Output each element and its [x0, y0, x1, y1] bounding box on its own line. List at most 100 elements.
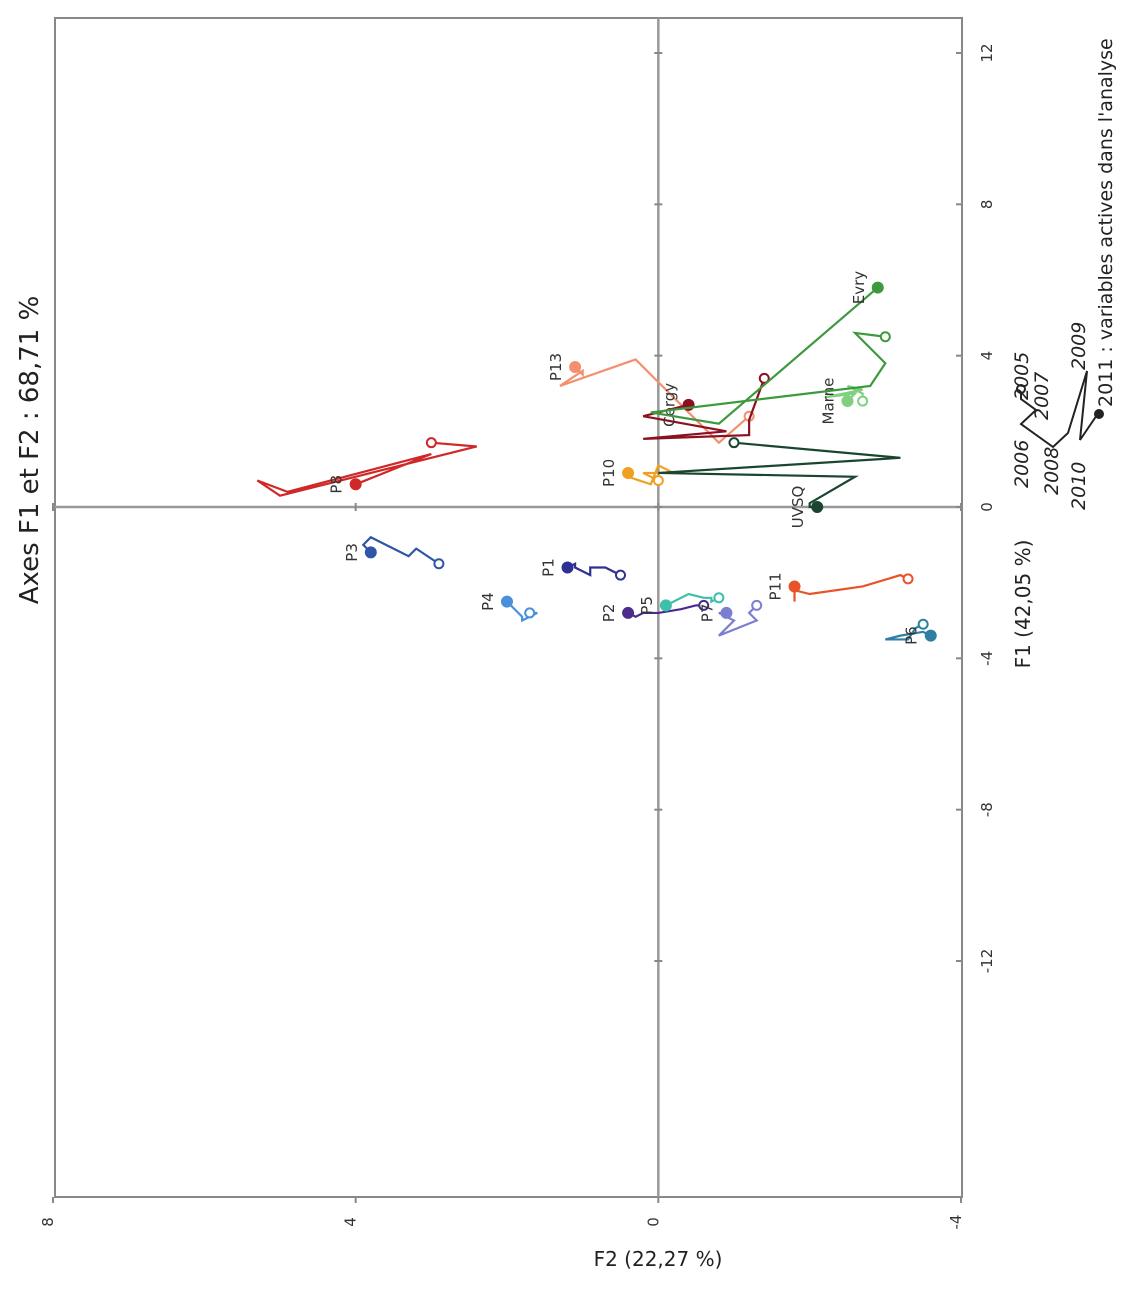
series-line-p4 — [506, 600, 538, 623]
series-start-marker-p11 — [902, 573, 914, 585]
series-label-p4: P4 — [479, 592, 497, 611]
series-line-p8 — [256, 441, 478, 497]
series-line-p1 — [567, 561, 621, 577]
series-p13: P13 — [547, 353, 755, 445]
series-end-marker-p5 — [659, 599, 672, 612]
series-p10: P10 — [600, 459, 674, 487]
series-p11: P11 — [767, 572, 914, 602]
series-p2: P2 — [600, 599, 710, 622]
y-tick-label: 4 — [342, 1217, 360, 1227]
series-label-p5: P5 — [638, 596, 656, 615]
series-end-marker-p8 — [349, 478, 362, 491]
series-p1: P1 — [540, 558, 626, 581]
series-label-p10: P10 — [600, 459, 618, 487]
series-end-marker-p11 — [788, 580, 801, 593]
series-start-marker-cergy — [758, 372, 770, 384]
legend-final-label: 2011 : variables actives dans l'analyse — [1095, 38, 1117, 407]
series-line-p6 — [885, 623, 932, 641]
series-line-p2 — [627, 604, 704, 618]
legend-year-2007: 2007 — [1031, 372, 1053, 420]
series-end-marker-evry — [871, 281, 884, 294]
plot-frame — [54, 17, 963, 1198]
series-start-marker-evry — [879, 331, 891, 343]
chart-title: Axes F1 et F2 : 68,71 % — [15, 296, 45, 605]
y-tick-label: -4 — [947, 1215, 965, 1230]
legend: 2005 2006 2007 2008 2009 2010 2011 : var… — [1011, 38, 1117, 510]
series-evry: Evry — [650, 271, 891, 425]
series-line-marne — [824, 384, 864, 402]
series-line-p13 — [559, 358, 750, 445]
y-axis-title: F2 (22,27 %) — [594, 1247, 723, 1271]
legend-end-marker — [1094, 409, 1104, 419]
series-p7: P7 — [698, 599, 763, 637]
legend-year-2010: 2010 — [1068, 462, 1090, 510]
legend-year-2005: 2005 — [1011, 352, 1033, 400]
x-axis-title: F1 (42,05 %) — [1011, 540, 1035, 669]
series-p3: P3 — [343, 535, 445, 570]
x-tick-label: -8 — [978, 802, 996, 817]
plot-border — [54, 17, 963, 1198]
series-end-marker-uvsq — [811, 501, 824, 513]
series-p6: P6 — [885, 618, 937, 645]
series-start-marker-p4 — [524, 607, 536, 619]
legend-line — [1019, 370, 1100, 449]
y-tick-label: 0 — [644, 1217, 662, 1227]
series-start-marker-uvsq — [728, 437, 740, 449]
series-label-marne: Marne — [820, 378, 838, 425]
series-label-p1: P1 — [540, 558, 558, 577]
x-tick-label: -12 — [978, 949, 996, 974]
legend-year-2006: 2006 — [1011, 440, 1033, 488]
series-end-marker-marne — [841, 395, 854, 408]
series-label-uvsq: UVSQ — [789, 486, 807, 529]
y-tick-label: 8 — [39, 1217, 57, 1227]
series-start-marker-p10 — [652, 475, 664, 487]
series-start-marker-p7 — [751, 599, 763, 611]
x-tick-label: 0 — [978, 502, 996, 512]
tick-labels: -12 -8 -4 0 4 8 12 -4 0 4 8 — [39, 43, 996, 1229]
series-end-marker-p3 — [364, 546, 377, 559]
series-start-marker-p1 — [615, 569, 626, 581]
series-p4: P4 — [479, 592, 538, 623]
series-start-marker-p3 — [433, 558, 445, 570]
series-label-p13: P13 — [547, 353, 565, 381]
series-label-p3: P3 — [343, 543, 361, 562]
series-start-marker-p8 — [425, 437, 437, 449]
grid-lines — [52, 18, 962, 1203]
series-start-marker-p5 — [713, 592, 725, 604]
legend-zigzag — [1016, 370, 1104, 449]
series-p5: P5 — [638, 592, 725, 615]
legend-year-2009: 2009 — [1068, 322, 1090, 370]
series-layer: P3 P1 P4 P2 P5 P7 P6 P11 P10 P8 P13 Cergy Marne Evry U… — [256, 271, 937, 645]
series-end-marker-p4 — [501, 595, 513, 608]
series-end-marker-p13 — [569, 361, 582, 374]
series-label-evry: Evry — [850, 271, 868, 305]
series-line-cergy — [642, 377, 766, 440]
series-line-p5 — [665, 592, 720, 607]
series-start-marker-p2 — [698, 599, 710, 611]
x-tick-label: 12 — [978, 43, 996, 62]
series-line-p11 — [793, 573, 909, 602]
series-end-marker-p10 — [622, 466, 635, 479]
series-label-p6: P6 — [903, 626, 921, 645]
series-end-marker-p7 — [720, 606, 733, 619]
series-marne: Marne — [820, 378, 869, 425]
series-label-cergy: Cergy — [661, 383, 679, 427]
series-start-marker-marne — [857, 395, 869, 407]
x-tick-label: 8 — [978, 200, 996, 210]
series-line-p3 — [361, 535, 440, 565]
legend-year-2008: 2008 — [1041, 447, 1063, 495]
series-line-evry — [650, 286, 887, 425]
series-end-marker-p2 — [622, 606, 635, 619]
series-line-p10 — [626, 463, 674, 486]
series-end-marker-p1 — [561, 561, 574, 574]
series-uvsq: UVSQ — [658, 437, 901, 529]
series-p8: P8 — [256, 437, 478, 497]
x-tick-label: 4 — [978, 351, 996, 361]
series-label-p8: P8 — [328, 475, 346, 494]
series-label-p7: P7 — [698, 604, 716, 623]
series-line-uvsq — [658, 441, 901, 509]
series-line-p7 — [718, 604, 759, 637]
x-tick-label: -4 — [978, 651, 996, 666]
legend-start-marker — [1016, 384, 1026, 394]
